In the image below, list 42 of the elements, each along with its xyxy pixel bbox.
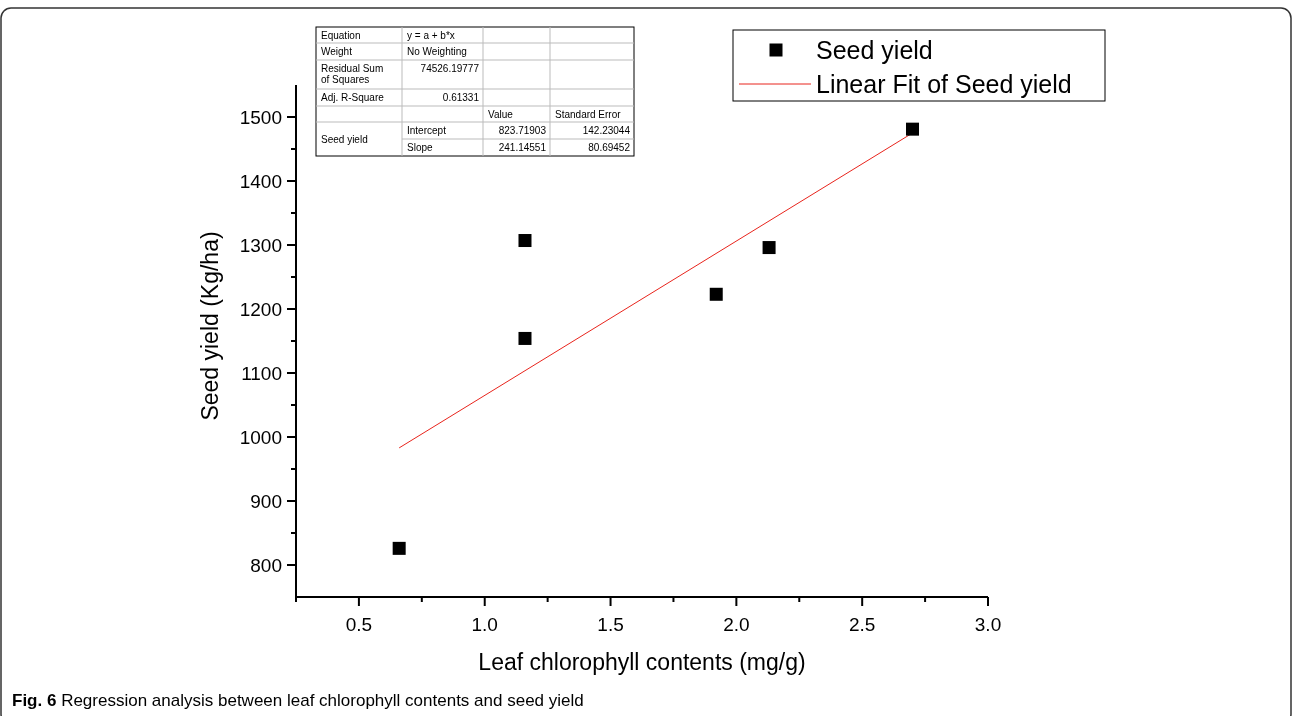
y-tick-label: 1500 [239, 107, 282, 128]
x-tick-label: 1.5 [597, 614, 624, 635]
text: No Weighting [407, 46, 467, 57]
annotation: Intercept [407, 125, 447, 136]
x-tick-label: 3.0 [974, 614, 1002, 635]
x-tick-label: 2.5 [848, 614, 876, 635]
text: 74526.19777 [420, 63, 480, 74]
point [518, 234, 532, 248]
y-tick-label: 800 [250, 555, 282, 576]
annotation: Slope [407, 142, 434, 153]
annotation: Seed yield [321, 134, 368, 145]
x-tick-label: 2.0 [723, 614, 750, 635]
annotation: Adj. R-Square [321, 92, 385, 103]
legend-label: Linear Fit of Seed yield [816, 70, 1072, 98]
annotation: Residual Sum of Squares [321, 63, 384, 85]
caption: Fig. 6 Regression analysis between leaf chlorophyll contents and seed yield [12, 691, 584, 710]
annotation: 142.23044 [582, 125, 631, 136]
y-tick-label: 1100 [241, 363, 282, 384]
y-tick-label: 1400 [239, 171, 282, 192]
annotation: 241.14551 [498, 142, 547, 153]
point [392, 541, 406, 555]
text: y = a + b*x [407, 30, 455, 41]
legend-label: Seed yield [816, 36, 933, 64]
point [906, 122, 920, 136]
annotation: 823.71903 [498, 125, 547, 136]
point [518, 331, 532, 345]
annotation: 0.61331 [442, 92, 480, 103]
y-tick-label: 1300 [239, 235, 282, 256]
y-axis-title: Seed yield (Kg/ha) [197, 231, 223, 421]
annotation: 80.69452 [588, 142, 631, 153]
annotation: Standard Error [555, 109, 622, 120]
annotation: Value [488, 109, 514, 120]
x-tick-label: 0.5 [345, 614, 373, 635]
text: Weight [321, 46, 353, 57]
x-tick-label: 1.0 [471, 614, 498, 635]
point [762, 241, 776, 255]
y-tick-label: 900 [250, 491, 282, 512]
y-tick-label: 1200 [239, 299, 282, 320]
point [709, 287, 723, 301]
y-tick-label: 1000 [239, 427, 282, 448]
text: Equation [321, 30, 361, 41]
x-axis-title: Leaf chlorophyll contents (mg/g) [478, 649, 806, 675]
